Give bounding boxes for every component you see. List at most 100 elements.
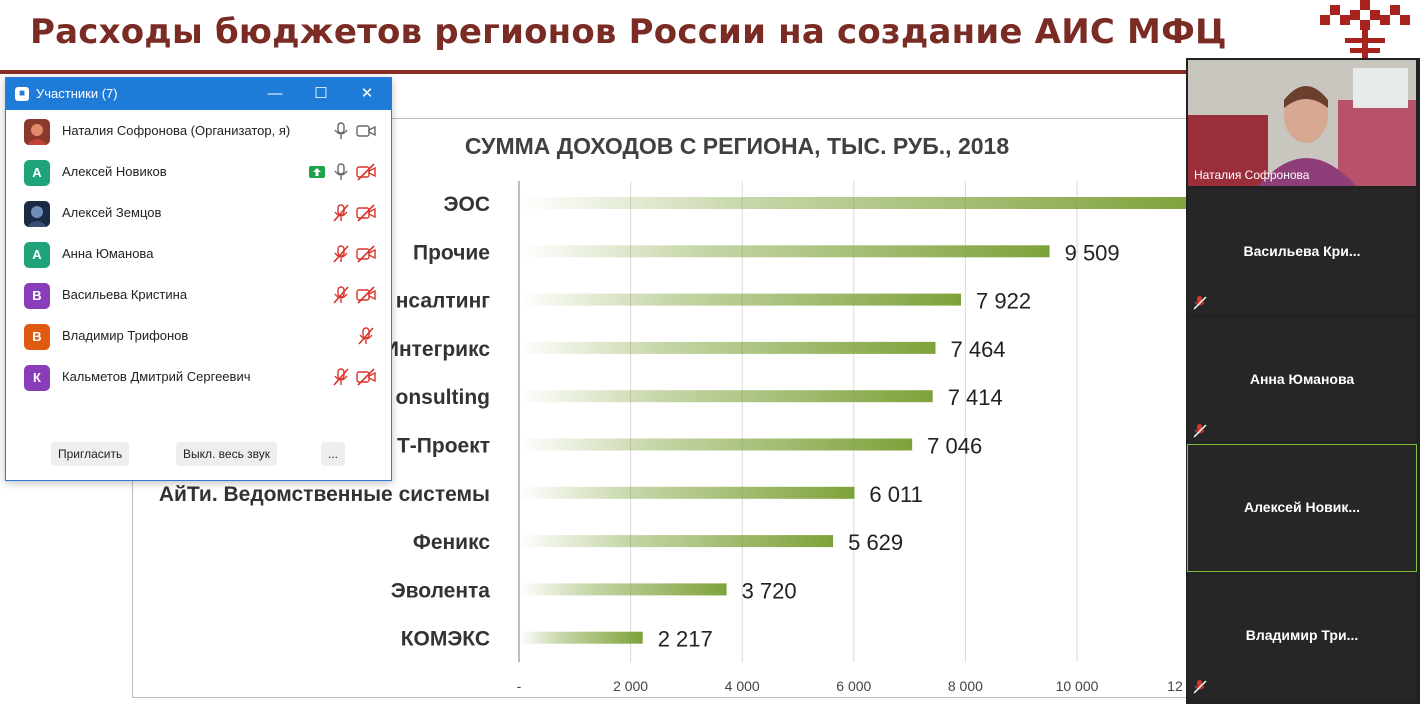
participants-title: Участники (7) xyxy=(36,86,118,101)
participants-window[interactable]: ■ Участники (7) — ☐ ✕ Наталия Софронова … xyxy=(5,77,392,481)
bar-chart: СУММА ДОХОДОВ С РЕГИОНА, ТЫС. РУБ., 2018… xyxy=(159,133,1210,694)
minimize-button[interactable]: — xyxy=(267,85,283,102)
data-label: 3 720 xyxy=(742,578,797,603)
bar xyxy=(519,631,643,644)
video-tile-self[interactable]: Наталия Софронова xyxy=(1188,60,1416,186)
bar xyxy=(519,583,727,596)
video-tile[interactable]: Владимир Три... xyxy=(1188,573,1416,699)
data-label: 6 011 xyxy=(869,482,922,507)
invite-button[interactable]: Пригласить xyxy=(51,442,130,466)
bar xyxy=(519,486,855,499)
category-label: АйТи. Ведомственные системы xyxy=(159,483,490,506)
x-tick-label: 10 000 xyxy=(1056,678,1099,694)
participant-name: Анна Юманова xyxy=(62,246,154,261)
data-label: 7 922 xyxy=(976,289,1031,314)
video-camera-off-icon[interactable] xyxy=(356,286,376,304)
avatar: А xyxy=(24,242,50,268)
participant-row[interactable]: В Владимир Трифонов xyxy=(6,316,391,357)
data-label: 7 414 xyxy=(948,385,1003,410)
category-label: нсалтинг xyxy=(396,290,491,313)
mute-all-button[interactable]: Выкл. весь звук xyxy=(176,442,278,466)
microphone-muted-icon xyxy=(1192,423,1208,439)
maximize-button[interactable]: ☐ xyxy=(314,85,328,102)
bar xyxy=(519,341,936,354)
avatar: К xyxy=(24,365,50,391)
zoom-camera-icon: ■ xyxy=(15,87,29,101)
video-camera-off-icon[interactable] xyxy=(356,204,376,222)
avatar xyxy=(24,201,50,227)
x-tick-label: 8 000 xyxy=(948,678,983,694)
x-tick-label: 2 000 xyxy=(613,678,648,694)
microphone-muted-icon[interactable] xyxy=(331,245,351,263)
video-tile[interactable]: Алексей Новик... xyxy=(1187,444,1417,572)
camera-feed-image xyxy=(1188,60,1416,186)
category-label: КОМЭКС xyxy=(401,628,490,651)
bar xyxy=(519,390,933,403)
data-label: 7 464 xyxy=(950,337,1005,362)
video-tile[interactable]: Анна Юманова xyxy=(1188,317,1416,443)
bar xyxy=(519,293,962,306)
category-label: Т-Проект xyxy=(397,435,490,458)
category-label: Эволента xyxy=(391,579,491,602)
microphone-icon[interactable] xyxy=(331,163,351,181)
participant-name: Алексей Новиков xyxy=(62,164,167,179)
video-camera-off-icon[interactable] xyxy=(356,163,376,181)
data-label: 9 509 xyxy=(1065,240,1120,265)
avatar: В xyxy=(24,324,50,350)
participant-row[interactable]: А Анна Юманова xyxy=(6,234,391,275)
participant-name: Наталия Софронова (Организатор, я) xyxy=(62,123,291,138)
participant-row[interactable]: К Кальметов Дмитрий Сергеевич xyxy=(6,357,391,398)
video-strip: Наталия Софронова Васильева Кри... Анна Ю… xyxy=(1186,58,1420,704)
participant-row[interactable]: А Алексей Новиков xyxy=(6,152,391,193)
participant-row[interactable]: В Васильева Кристина xyxy=(6,275,391,316)
video-camera-icon[interactable] xyxy=(356,122,376,140)
microphone-muted-icon xyxy=(1192,295,1208,311)
participant-row[interactable]: Алексей Земцов xyxy=(6,193,391,234)
screen-share-icon xyxy=(308,165,328,183)
microphone-muted-icon[interactable] xyxy=(331,286,351,304)
close-button[interactable]: ✕ xyxy=(360,85,374,102)
more-button[interactable]: ... xyxy=(321,442,346,466)
video-tile[interactable]: Васильева Кри... xyxy=(1188,189,1416,315)
participant-name: Алексей Земцов xyxy=(62,205,162,220)
title-rule xyxy=(0,70,1420,74)
video-tile-name: Васильева Кри... xyxy=(1243,243,1361,259)
bar xyxy=(519,197,1200,209)
slide-title: Расходы бюджетов регионов России на созд… xyxy=(30,12,1227,52)
participant-row[interactable]: Наталия Софронова (Организатор, я) xyxy=(6,111,391,152)
video-tile-name: Владимир Три... xyxy=(1245,627,1359,643)
category-label: onsulting xyxy=(396,386,490,409)
avatar xyxy=(24,119,50,145)
microphone-muted-icon[interactable] xyxy=(331,204,351,222)
participant-name: Владимир Трифонов xyxy=(62,328,189,343)
data-label: 2 217 xyxy=(658,627,713,652)
bar xyxy=(519,245,1050,258)
avatar: А xyxy=(24,160,50,186)
self-video-name: Наталия Софронова xyxy=(1194,168,1310,182)
x-tick-label: 6 000 xyxy=(836,678,871,694)
x-tick-label: 4 000 xyxy=(725,678,760,694)
participant-name: Кальметов Дмитрий Сергеевич xyxy=(62,369,251,384)
microphone-muted-icon[interactable] xyxy=(331,368,351,386)
ornament-logo-icon xyxy=(1320,0,1410,62)
microphone-icon[interactable] xyxy=(331,122,351,140)
participant-name: Васильева Кристина xyxy=(62,287,188,302)
avatar: В xyxy=(24,283,50,309)
data-label: 7 046 xyxy=(927,434,982,459)
participants-titlebar[interactable]: ■ Участники (7) — ☐ ✕ xyxy=(6,78,391,110)
bar xyxy=(519,535,834,548)
x-tick-label: - xyxy=(517,678,522,694)
category-label: Интегрикс xyxy=(384,338,490,361)
data-label: 5 629 xyxy=(848,530,903,555)
video-tile-name: Алексей Новик... xyxy=(1243,499,1361,515)
video-camera-off-icon[interactable] xyxy=(356,368,376,386)
category-label: Феникс xyxy=(413,531,490,554)
chart-title: СУММА ДОХОДОВ С РЕГИОНА, ТЫС. РУБ., 2018 xyxy=(465,133,1009,159)
video-camera-off-icon[interactable] xyxy=(356,245,376,263)
microphone-muted-icon xyxy=(1192,679,1208,695)
microphone-muted-icon[interactable] xyxy=(356,327,376,345)
video-tile-name: Анна Юманова xyxy=(1249,371,1355,387)
bar xyxy=(519,438,913,451)
category-label: Прочие xyxy=(413,241,490,264)
category-label: ЭОС xyxy=(444,193,490,216)
